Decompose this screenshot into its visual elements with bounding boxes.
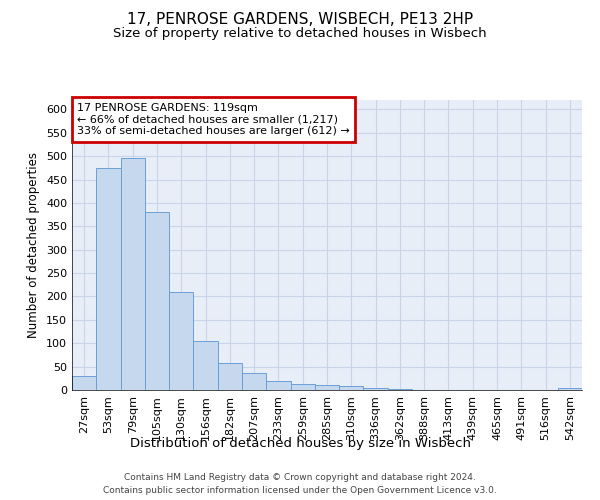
Bar (558, 388, 582, 390)
Bar (242, 373, 266, 390)
Text: Size of property relative to detached houses in Wisbech: Size of property relative to detached ho… (113, 28, 487, 40)
Text: Distribution of detached houses by size in Wisbech: Distribution of detached houses by size … (130, 438, 470, 450)
Bar (315, 386, 339, 390)
Text: Contains HM Land Registry data © Crown copyright and database right 2024.: Contains HM Land Registry data © Crown c… (124, 472, 476, 482)
Text: 17 PENROSE GARDENS: 119sqm
← 66% of detached houses are smaller (1,217)
33% of s: 17 PENROSE GARDENS: 119sqm ← 66% of deta… (77, 103, 350, 136)
Y-axis label: Number of detached properties: Number of detached properties (28, 152, 40, 338)
Bar (339, 386, 364, 390)
Bar (290, 384, 315, 390)
Text: 17, PENROSE GARDENS, WISBECH, PE13 2HP: 17, PENROSE GARDENS, WISBECH, PE13 2HP (127, 12, 473, 28)
Bar (218, 364, 242, 390)
Bar (193, 341, 218, 390)
Bar (388, 388, 412, 390)
Bar (145, 212, 169, 390)
Bar (96, 168, 121, 390)
Bar (169, 292, 193, 390)
Bar (364, 388, 388, 390)
Bar (266, 380, 290, 390)
Bar (121, 158, 145, 390)
Bar (72, 376, 96, 390)
Text: Contains public sector information licensed under the Open Government Licence v3: Contains public sector information licen… (103, 486, 497, 495)
